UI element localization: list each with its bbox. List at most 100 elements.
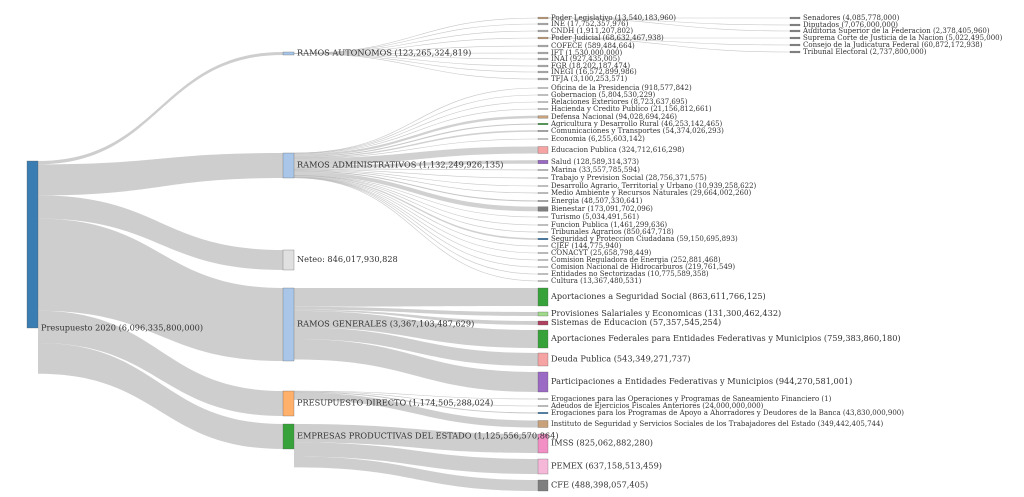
generales-item-1-label: Provisiones Salariales y Economicas (131… (551, 308, 781, 318)
generales-item-5-node (537, 371, 549, 393)
generales-item-5-label: Participaciones a Entidades Federativas … (551, 376, 852, 386)
link-admin-18 (293, 175, 539, 233)
sub-item-0-label: Senadores (4,085,778,000) (803, 14, 900, 22)
link-autonomos-6 (293, 53, 539, 60)
admin-item-6-label: Comunicaciones y Transportes (54,374,026… (551, 127, 724, 135)
link-admin-25 (293, 177, 539, 282)
directo-item-1-node (537, 405, 549, 407)
admin-item-22-label: Comision Reguladora de Energia (252,881,… (551, 256, 721, 264)
root-node (26, 160, 39, 329)
empresas-item-1-label: PEMEX (637,158,513,459) (551, 461, 662, 471)
link-admin-13 (293, 169, 539, 194)
directo-item-1-label: Adeudos de Ejercicios Fiscales Anteriore… (550, 402, 764, 410)
admin-item-10-node (537, 169, 549, 171)
admin-item-20-label: CJEF (144,775,940) (551, 242, 622, 250)
link-admin-10 (293, 168, 539, 171)
sub-item-2-label: Auditoria Superior de la Federacion (2,3… (802, 27, 990, 35)
admin-item-17-label: Funcion Publica (1,461,299,636) (551, 221, 667, 229)
link-admin-16 (293, 175, 539, 218)
autonomos-item-8-label: INEGI (16,572,899,986) (551, 68, 637, 76)
directo-item-0-node (537, 398, 549, 400)
sub-item-1-node (789, 23, 801, 27)
admin-item-9-label: Salud (128,589,314,373) (551, 158, 639, 166)
link-root-ramos_admin (38, 153, 283, 196)
autonomos-item-2-node (537, 29, 549, 33)
autonomos-item-1-label: INE (17,752,357,976) (551, 20, 629, 28)
admin-item-12-label: Desarrollo Agrario, Territorial y Urbano… (551, 182, 757, 190)
admin-item-9-node (537, 160, 549, 164)
admin-item-24-label: Entidades no Sectorizadas (10,775,589,35… (551, 270, 709, 278)
link-admin-19 (294, 175, 538, 240)
admin-item-7-label: Economia (6,255,603,142) (551, 135, 645, 143)
link-autonomos-2 (293, 30, 539, 54)
admin-item-3-node (537, 108, 549, 110)
admin-item-25-node (537, 280, 549, 282)
admin-item-7-node (537, 138, 549, 140)
sub-item-4-label: Consejo de la Judicatura Federal (60,872… (803, 41, 983, 49)
autonomos-item-4-label: COFECE (589,484,664) (551, 42, 635, 50)
link-generales-1 (294, 306, 538, 316)
flow-links (38, 17, 791, 491)
admin-item-16-label: Turismo (5,034,491,561) (551, 213, 639, 221)
link-sub-4 (547, 37, 791, 46)
generales-item-1-node (537, 311, 549, 317)
admin-item-11-label: Trabajo y Prevision Social (28,756,371,5… (551, 174, 707, 182)
neteo-node (282, 249, 295, 271)
link-sub-2 (547, 17, 791, 32)
admin-item-25-label: Cultura (13,367,480,531) (551, 277, 642, 285)
link-admin-9 (294, 160, 538, 169)
autonomos-item-0-label: Poder Legislativo (13,540,183,960) (551, 14, 676, 22)
generales-item-2-label: Sistemas de Educacion (57,357,545,254) (551, 317, 721, 327)
link-sub-5 (547, 37, 791, 53)
empresas-item-0-node (537, 433, 549, 454)
ramos_generales-node (282, 287, 295, 362)
sub-item-5-label: Tribunal Electoral (2,737,800,000) (803, 48, 927, 56)
link-generales-4 (294, 327, 538, 366)
link-root-empresas (38, 342, 283, 449)
presupuesto_directo-node (282, 390, 295, 417)
ramos_generales-label: RAMOS GENERALES (3,367,103,487,629) (297, 319, 474, 329)
empresas-label: EMPRESAS PRODUCTIVAS DEL ESTADO (1,125,5… (297, 431, 559, 441)
admin-item-18-node (537, 231, 549, 233)
admin-item-21-node (537, 252, 549, 254)
autonomos-item-6-label: INAI (927,435,005) (551, 55, 620, 63)
link-autonomos-8 (293, 53, 539, 73)
link-generales-5 (294, 339, 538, 392)
admin-item-22-node (537, 259, 549, 261)
link-admin-14 (293, 170, 539, 202)
admin-item-15-node (537, 206, 549, 212)
directo-item-2-node (537, 412, 549, 414)
admin-item-13-label: Medio Ambiente y Recursos Naturales (29,… (551, 189, 751, 197)
generales-item-4-label: Deuda Publica (543,349,271,737) (551, 354, 690, 364)
autonomos-item-4-node (537, 44, 549, 48)
directo-item-3-label: Instituto de Seguridad y Servicios Socia… (551, 420, 883, 428)
link-root-ramos_generales (38, 218, 283, 361)
admin-item-3-label: Hacienda y Credito Publico (21,156,812,6… (551, 105, 712, 113)
link-admin-11 (293, 168, 539, 179)
admin-item-6-node (537, 130, 549, 132)
ramos_admin-label: RAMOS ADMINISTRATIVOS (1,132,249,926,135… (297, 160, 503, 170)
admin-item-5-label: Agricultura y Desarrollo Rural (46,253,1… (550, 120, 723, 128)
admin-item-20-node (537, 245, 549, 247)
admin-item-24-node (537, 273, 549, 275)
admin-item-14-node (537, 200, 549, 202)
directo-item-3-node (537, 420, 549, 428)
link-admin-6 (294, 130, 538, 159)
admin-item-13-node (537, 192, 549, 194)
admin-item-8-node (537, 146, 549, 154)
autonomos-item-8-node (537, 70, 549, 74)
node-labels: Presupuesto 2020 (6,096,335,800,000) RAMO… (41, 14, 1003, 490)
autonomos-item-5-label: IFT (1,530,000,000) (551, 49, 622, 57)
admin-item-11-node (537, 177, 549, 179)
empresas-item-2-label: CFE (488,398,057,405) (551, 480, 648, 490)
admin-item-18-label: Tribunales Agrarios (850,647,718) (551, 228, 674, 236)
autonomos-item-7-node (537, 64, 549, 68)
link-admin-23 (293, 177, 539, 268)
admin-item-0-label: Oficina de la Presidencia (918,577,842) (551, 84, 692, 92)
empresas-item-1-node (537, 458, 549, 475)
admin-item-14-label: Energia (48,507,330,641) (551, 197, 643, 205)
admin-item-23-node (537, 266, 549, 268)
link-empresas-1 (294, 442, 538, 474)
admin-item-12-node (537, 185, 549, 187)
empresas-node (282, 423, 295, 450)
